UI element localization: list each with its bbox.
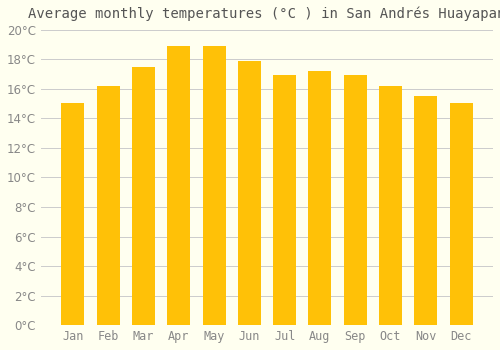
Bar [62, 104, 84, 325]
Bar [168, 46, 190, 325]
Bar [62, 104, 84, 325]
Bar [97, 86, 120, 325]
Bar [97, 86, 120, 325]
Bar [414, 96, 437, 325]
Bar [414, 96, 437, 325]
Bar [308, 71, 332, 325]
Bar [132, 66, 155, 325]
Bar [238, 61, 261, 325]
Bar [344, 75, 366, 325]
Bar [202, 46, 226, 325]
Bar [379, 86, 402, 325]
Bar [273, 75, 296, 325]
Bar [308, 71, 332, 325]
Bar [273, 75, 296, 325]
Bar [238, 61, 261, 325]
Title: Average monthly temperatures (°C ) in San Andrés Huayapan: Average monthly temperatures (°C ) in Sa… [28, 7, 500, 21]
Bar [168, 46, 190, 325]
Bar [450, 104, 472, 325]
Bar [202, 46, 226, 325]
Bar [450, 104, 472, 325]
Bar [379, 86, 402, 325]
Bar [344, 75, 366, 325]
Bar [132, 66, 155, 325]
